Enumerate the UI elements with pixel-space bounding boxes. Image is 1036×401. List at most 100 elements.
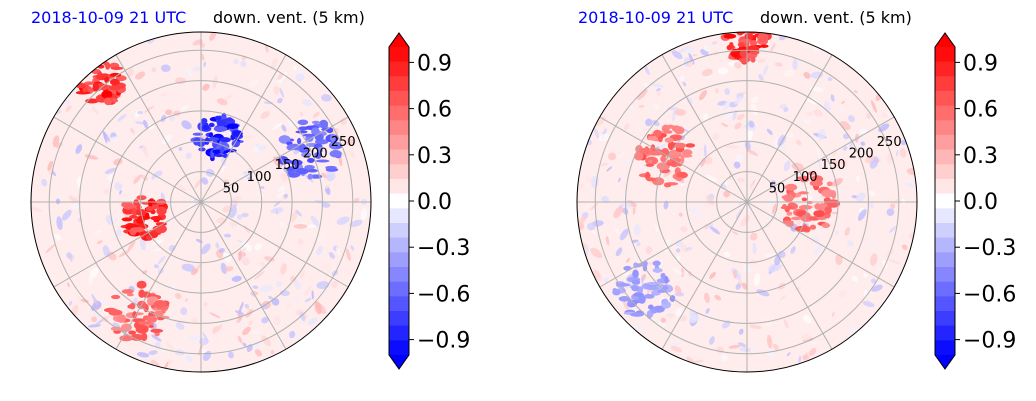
field-speckle — [295, 73, 305, 82]
field-speckle — [679, 75, 685, 82]
field-speckle — [316, 281, 330, 290]
field-speckle — [66, 252, 73, 259]
colorbar-level — [935, 76, 955, 92]
field-feature-3 — [666, 160, 672, 164]
field-speckle — [116, 228, 122, 237]
field-feature-4 — [631, 279, 641, 285]
field-speckle — [268, 295, 274, 300]
field-speckle — [231, 275, 242, 282]
field-feature-4 — [121, 289, 134, 294]
field-speckle — [587, 222, 596, 231]
field-speckle — [870, 278, 877, 284]
colorbar-level — [935, 179, 955, 195]
field-speckle — [750, 96, 759, 104]
field-speckle — [93, 230, 102, 237]
field-speckle — [139, 238, 146, 251]
field-speckle — [237, 335, 243, 344]
field-feature-1 — [753, 22, 764, 30]
field-speckle — [360, 208, 368, 221]
field-speckle — [618, 151, 625, 159]
field-speckle — [133, 130, 138, 135]
field-speckle — [803, 71, 811, 79]
field-speckle — [220, 262, 227, 275]
field-speckle — [902, 244, 908, 251]
field-speckle — [218, 247, 225, 253]
field-feature-1 — [749, 23, 754, 30]
field-speckle — [167, 360, 173, 364]
field-feature-2 — [809, 224, 817, 230]
field-speckle — [304, 285, 312, 297]
field-speckle — [222, 205, 232, 213]
field-speckle — [871, 284, 883, 292]
field-speckle — [720, 353, 728, 362]
field-speckle — [254, 242, 262, 251]
field-speckle — [241, 256, 250, 266]
field-speckle — [830, 94, 835, 102]
field-speckle — [244, 202, 252, 205]
field-speckle — [717, 67, 729, 75]
field-feature-3 — [301, 152, 312, 158]
field-speckle — [598, 133, 611, 142]
field-speckle — [332, 104, 340, 112]
field-speckle — [675, 248, 681, 253]
field-speckle — [813, 310, 819, 316]
field-speckle — [261, 335, 272, 347]
field-speckle — [770, 43, 776, 52]
field-speckle — [816, 148, 821, 159]
field-speckle — [801, 333, 811, 341]
field-feature-2 — [796, 227, 809, 231]
field-speckle — [55, 198, 61, 205]
field-speckle — [51, 274, 57, 282]
field-speckle — [280, 263, 287, 275]
field-speckle — [236, 318, 241, 323]
colorbar-tick-label: −0.9 — [417, 329, 470, 354]
field-speckle — [272, 122, 283, 130]
field-feature-1 — [738, 57, 751, 63]
colorbar-level — [389, 120, 409, 136]
field-speckle — [810, 86, 824, 92]
field-feature-4 — [137, 321, 152, 325]
field-speckle — [767, 334, 773, 349]
field-speckle — [851, 275, 859, 282]
field-speckle — [65, 105, 72, 113]
field-speckle — [671, 50, 683, 60]
field-feature-2 — [212, 139, 218, 149]
field-feature-3 — [315, 153, 322, 159]
colorbar-level — [389, 281, 409, 297]
field-speckle — [52, 171, 56, 176]
field-speckle — [93, 309, 100, 319]
field-speckle — [590, 202, 599, 210]
field-feature-4 — [136, 280, 147, 289]
field-speckle — [650, 83, 664, 88]
field-feature-2 — [207, 137, 220, 141]
field-speckle — [663, 200, 669, 210]
field-speckle — [901, 198, 906, 205]
field-speckle — [689, 314, 699, 324]
field-speckle — [735, 209, 743, 219]
field-speckle — [796, 139, 802, 146]
field-speckle — [272, 190, 284, 196]
field-feature-1 — [121, 217, 133, 222]
field-feature-3 — [680, 155, 685, 164]
field-speckle — [681, 243, 688, 253]
radial-tick-label: 200 — [303, 147, 328, 162]
field-feature-1 — [733, 32, 746, 33]
field-speckle — [700, 158, 706, 167]
field-speckle — [47, 160, 54, 171]
field-speckle — [238, 250, 243, 262]
field-speckle — [637, 89, 648, 100]
field-speckle — [143, 105, 155, 113]
field-speckle — [157, 255, 166, 265]
colorbar-level — [935, 105, 955, 121]
field-speckle — [349, 219, 363, 227]
field-speckle — [704, 292, 710, 304]
field-speckle — [64, 99, 71, 105]
field-speckle — [620, 159, 632, 164]
field-feature-3 — [663, 130, 673, 134]
field-speckle — [293, 223, 308, 229]
field-speckle — [152, 239, 164, 246]
field-speckle — [242, 342, 247, 347]
field-feature-1 — [746, 17, 753, 23]
field-speckle — [842, 133, 850, 140]
field-feature-3 — [294, 162, 300, 170]
